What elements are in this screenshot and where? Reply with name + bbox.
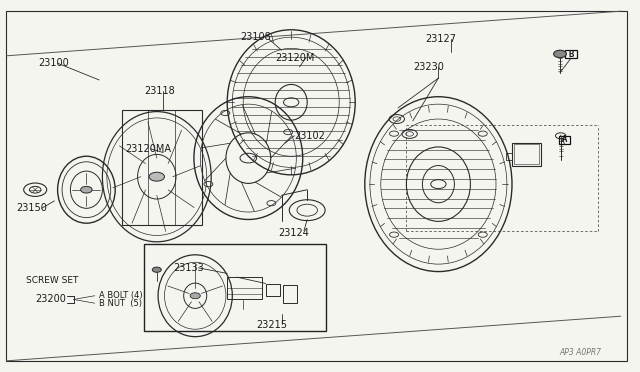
Text: 23120MA: 23120MA: [125, 144, 171, 154]
Text: 23215: 23215: [256, 321, 287, 330]
Text: AP3 A0PR7: AP3 A0PR7: [559, 348, 602, 357]
Text: 23200: 23200: [35, 295, 66, 304]
Bar: [122, 110, 202, 225]
Text: 23127: 23127: [426, 34, 456, 44]
Bar: [227, 277, 262, 299]
Text: 23102: 23102: [294, 131, 325, 141]
Circle shape: [554, 50, 566, 58]
Text: 23133: 23133: [173, 263, 204, 273]
Text: 23150: 23150: [16, 203, 47, 213]
Bar: [565, 50, 577, 58]
Text: SCREW SET: SCREW SET: [26, 276, 78, 285]
Circle shape: [81, 186, 92, 193]
Text: 23108: 23108: [240, 32, 271, 42]
Text: 23230: 23230: [413, 62, 444, 72]
Bar: [506, 153, 512, 160]
Bar: [266, 284, 280, 296]
Text: 23124: 23124: [278, 228, 309, 237]
Bar: [283, 285, 297, 303]
Bar: [144, 244, 326, 331]
Circle shape: [152, 267, 161, 272]
Text: 23120M: 23120M: [275, 53, 315, 62]
Text: A: A: [562, 135, 567, 144]
Bar: [559, 136, 570, 144]
Circle shape: [149, 172, 164, 181]
Text: B: B: [568, 50, 573, 59]
Text: B NUT  (5): B NUT (5): [99, 299, 142, 308]
Bar: [512, 143, 541, 166]
Text: 23100: 23100: [38, 58, 69, 68]
Bar: [514, 144, 539, 164]
Text: A BOLT (4): A BOLT (4): [99, 291, 143, 300]
Circle shape: [190, 293, 200, 299]
Text: 23118: 23118: [144, 86, 175, 96]
